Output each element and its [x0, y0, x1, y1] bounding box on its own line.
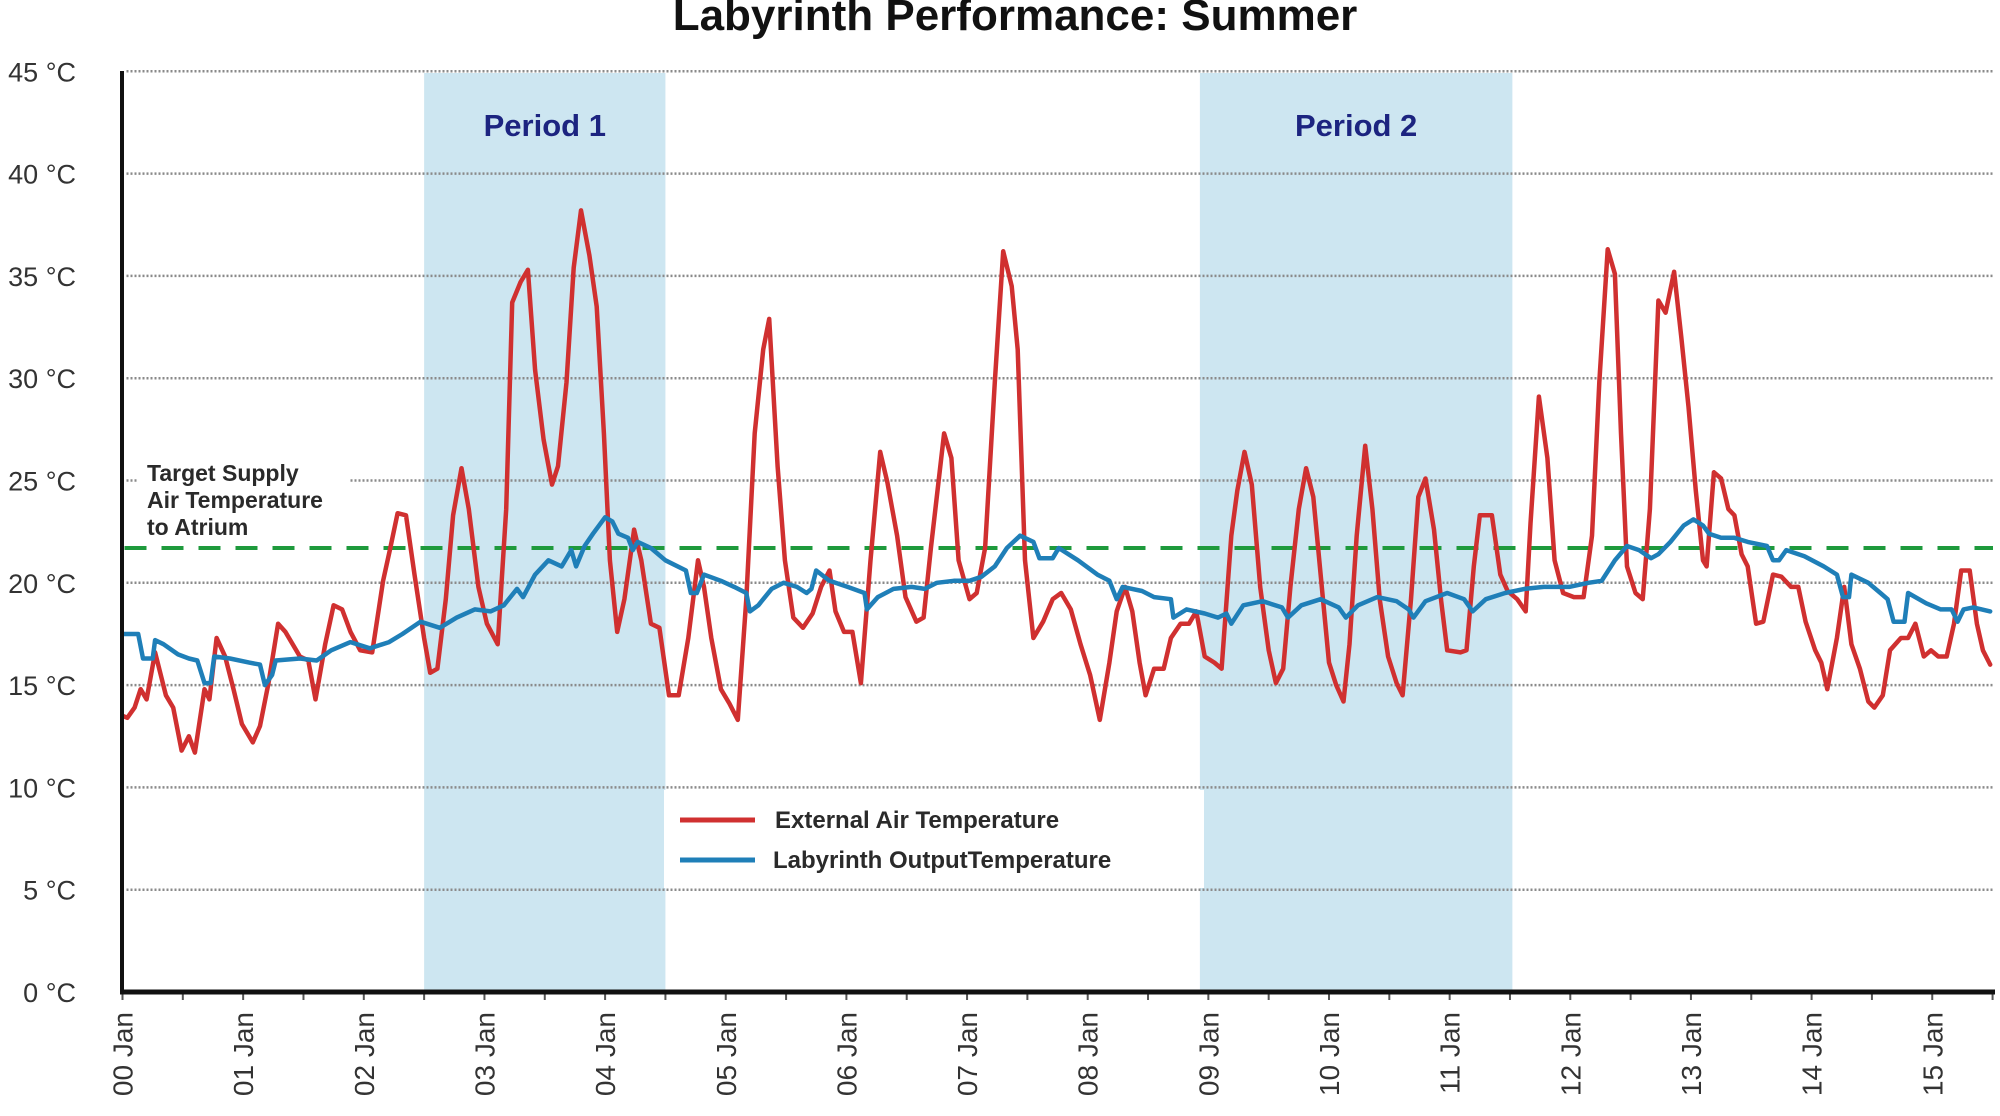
series-lines	[120, 208, 1993, 755]
y-tick-label: 0 °C	[23, 978, 76, 1008]
target-annotation-background	[138, 455, 350, 547]
x-tick-label: 06 Jan	[831, 1012, 862, 1096]
chart-title: Labyrinth Performance: Summer	[673, 0, 1358, 40]
period-1-shade	[424, 73, 666, 992]
y-tick-label: 10 °C	[8, 773, 76, 803]
x-tick-label: 03 Jan	[469, 1012, 500, 1096]
y-tick-label: 40 °C	[8, 160, 76, 190]
x-tick-label: 04 Jan	[590, 1012, 621, 1096]
target-annotation-line-1: Target Supply	[147, 460, 299, 486]
target-annotation-line-3: to Atrium	[147, 514, 248, 540]
labyrinth-output-temperature-line	[120, 515, 1993, 688]
period-labels: Period 1 Period 2	[484, 108, 1418, 143]
period-shades	[424, 73, 1513, 992]
external-air-temperature-line	[120, 208, 1993, 755]
y-tick-label: 15 °C	[8, 671, 76, 701]
x-tick-label: 10 Jan	[1314, 1012, 1345, 1096]
y-tick-label: 45 °C	[8, 57, 76, 87]
x-tick-label: 11 Jan	[1435, 1012, 1466, 1094]
target-annotation-line-2: Air Temperature	[147, 487, 323, 513]
target-annotation: Target Supply Air Temperature to Atrium	[147, 460, 323, 540]
legend: External Air Temperature Labyrinth Outpu…	[680, 807, 1111, 874]
x-tick-label: 08 Jan	[1073, 1012, 1104, 1096]
x-tick-label: 00 Jan	[108, 1012, 139, 1096]
x-tick-label: 13 Jan	[1676, 1012, 1707, 1096]
period-2-label: Period 2	[1295, 108, 1417, 143]
y-tick-label: 20 °C	[8, 569, 76, 599]
x-tick-label: 05 Jan	[711, 1012, 742, 1096]
x-tick-label: 09 Jan	[1193, 1012, 1224, 1096]
x-tick-label: 14 Jan	[1797, 1012, 1828, 1096]
x-axis-ticks: 00 Jan 01 Jan 02 Jan 03 Jan 04 Jan 05 Jan 06 J…	[108, 992, 1994, 1096]
x-tick-label: 15 Jan	[1917, 1012, 1948, 1096]
y-tick-label: 25 °C	[8, 467, 76, 497]
y-tick-label: 30 °C	[8, 364, 76, 394]
legend-label-external-air: External Air Temperature	[775, 807, 1059, 834]
x-tick-label: 01 Jan	[228, 1012, 259, 1096]
y-axis-ticks: 0 °C 5 °C 10 °C 15 °C 20 °C 25 °C 30 °C 35 °C 40…	[8, 57, 76, 1008]
period-1-label: Period 1	[484, 108, 606, 143]
legend-label-labyrinth-output: Labyrinth OutputTemperature	[773, 847, 1111, 874]
y-tick-label: 5 °C	[23, 876, 76, 906]
y-tick-label: 35 °C	[8, 262, 76, 292]
x-tick-label: 02 Jan	[349, 1012, 380, 1096]
x-tick-label: 12 Jan	[1555, 1012, 1586, 1096]
x-tick-label: 07 Jan	[952, 1012, 983, 1096]
gridlines	[126, 70, 1993, 891]
legend-background	[664, 790, 1204, 888]
